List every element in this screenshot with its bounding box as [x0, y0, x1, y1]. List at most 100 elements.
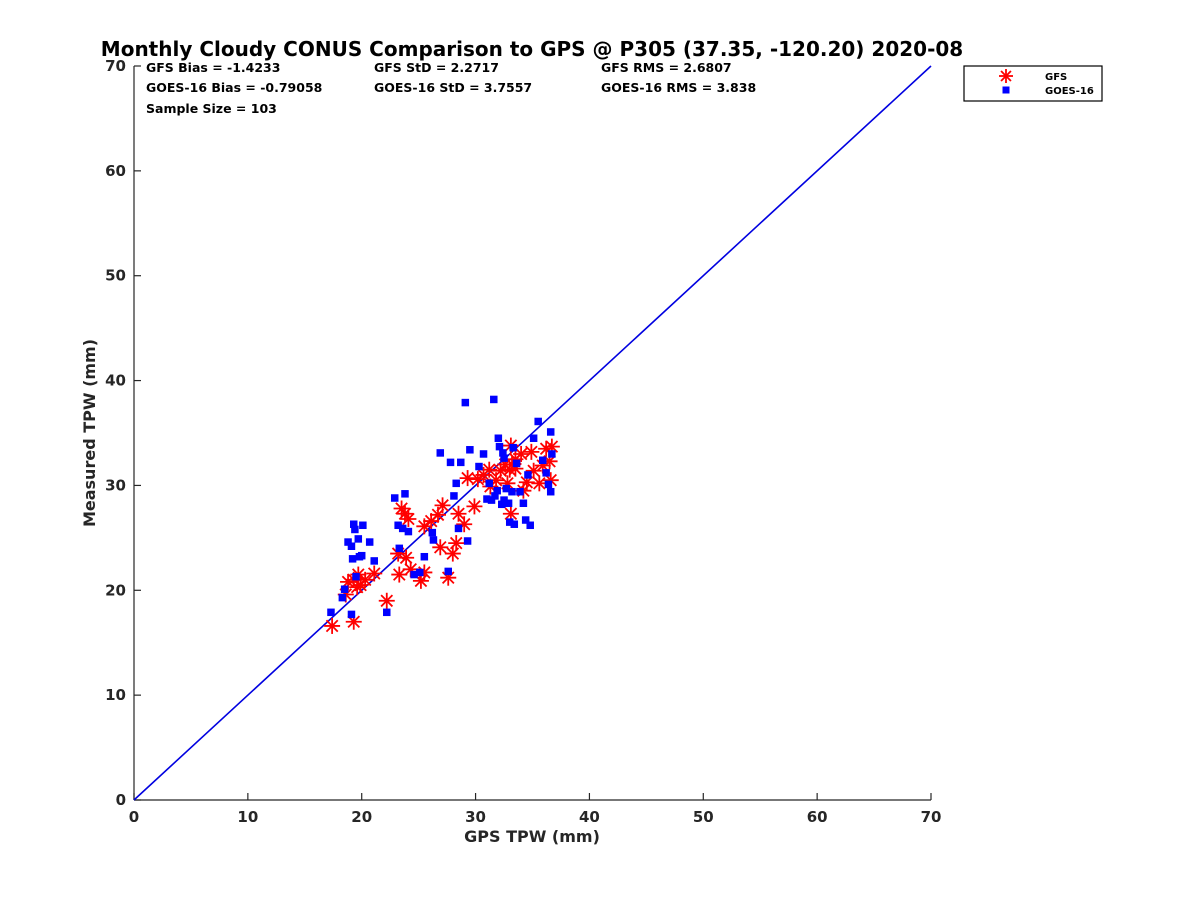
- goes16-point: [475, 462, 483, 471]
- goes16-point: [404, 527, 413, 536]
- goes16-point: [512, 459, 521, 468]
- gfs-point: [513, 445, 530, 462]
- goes16-point: [352, 572, 360, 581]
- goes16-point: [347, 542, 356, 550]
- gfs-point: [400, 510, 417, 527]
- goes16-point: [354, 535, 363, 543]
- goes16-point: [546, 428, 555, 436]
- goes16-point: [349, 520, 358, 528]
- gfs-point: [444, 545, 461, 562]
- gfs-point: [324, 617, 341, 634]
- goes16-point: [395, 544, 404, 553]
- gfs-point: [466, 498, 483, 515]
- goes16-point: [394, 521, 402, 530]
- goes16-point: [490, 395, 498, 404]
- goes16-point: [446, 458, 455, 467]
- goes16-point: [487, 496, 496, 504]
- goes16-point: [370, 557, 378, 565]
- x-tick-label: 70: [921, 808, 942, 826]
- goes16-point: [509, 443, 517, 452]
- goes16-point: [491, 492, 499, 500]
- stat-text: GOES-16 RMS = 3.838: [601, 80, 756, 95]
- x-tick-label: 0: [129, 808, 139, 826]
- x-tick-label: 20: [351, 808, 372, 826]
- goes16-point: [479, 450, 488, 458]
- gfs-point: [523, 443, 540, 460]
- goes16-point: [461, 398, 470, 407]
- goes16-point: [457, 458, 465, 467]
- goes16-point: [327, 608, 335, 617]
- goes16-point: [483, 495, 491, 503]
- goes16-point: [401, 490, 409, 498]
- stat-text: GOES-16 StD = 3.7557: [374, 80, 532, 95]
- goes16-point: [499, 449, 507, 457]
- goes16-point: [544, 480, 553, 489]
- legend-box: [963, 65, 1103, 102]
- x-tick-label: 30: [465, 808, 486, 826]
- series-goes-16: [327, 395, 556, 619]
- y-axis-label: Measured TPW (mm): [80, 339, 99, 527]
- goes16-point: [493, 486, 501, 495]
- goes16-point: [494, 434, 503, 442]
- legend: GFS GOES-16: [963, 65, 1103, 102]
- goes16-point: [502, 484, 511, 493]
- goes16-point: [436, 449, 445, 457]
- goes16-point: [359, 521, 367, 530]
- goes16-point: [485, 479, 493, 488]
- goes16-point: [542, 469, 550, 477]
- gfs-point: [434, 497, 451, 514]
- y-tick-label: 50: [105, 267, 126, 285]
- legend-label: GOES-16: [1045, 86, 1094, 97]
- goes16-point: [398, 524, 407, 533]
- y-tick-label: 40: [105, 372, 126, 390]
- gfs-point: [357, 571, 374, 588]
- gfs-point: [349, 579, 366, 596]
- goes16-point: [340, 585, 349, 593]
- legend-goes16-marker: [1002, 86, 1010, 94]
- gfs-point: [366, 565, 383, 582]
- legend-label: GFS: [1045, 72, 1067, 83]
- y-tick-label: 60: [105, 162, 126, 180]
- goes16-point: [338, 593, 347, 602]
- x-tick-label: 40: [579, 808, 600, 826]
- goes16-point: [508, 487, 516, 496]
- goes16-point: [444, 567, 452, 576]
- goes16-point: [500, 454, 508, 462]
- goes16-point: [505, 518, 514, 526]
- gfs-point: [481, 461, 498, 478]
- legend-gfs-marker: [999, 69, 1013, 83]
- gfs-point: [378, 592, 395, 609]
- stat-text: GFS StD = 2.2717: [374, 60, 499, 75]
- goes16-point: [548, 450, 556, 458]
- y-tick-label: 0: [116, 791, 126, 809]
- x-tick-label: 60: [807, 808, 828, 826]
- gfs-point: [416, 564, 433, 581]
- chart-title: Monthly Cloudy CONUS Comparison to GPS @…: [101, 37, 963, 61]
- y-tick-label: 10: [105, 686, 126, 704]
- goes16-point: [348, 555, 357, 563]
- goes16-point: [420, 552, 429, 561]
- goes16-point: [534, 417, 542, 426]
- goes16-point: [463, 537, 472, 545]
- stat-text: GOES-16 Bias = -0.79058: [146, 80, 322, 95]
- goes16-point: [428, 528, 437, 537]
- gfs-point: [448, 535, 465, 552]
- stats-box: GFS Bias = -1.4233 GFS StD = 2.2717 GFS RM…: [146, 60, 756, 116]
- goes16-point: [450, 492, 458, 500]
- goes16-point: [498, 500, 506, 509]
- y-tick-label: 30: [105, 476, 126, 494]
- goes16-point: [519, 499, 528, 508]
- goes16-point: [383, 608, 391, 617]
- goes16-point: [510, 520, 519, 528]
- goes16-point: [410, 570, 418, 579]
- x-tick-label: 10: [237, 808, 258, 826]
- goes16-point: [516, 487, 524, 496]
- goes16-point: [357, 551, 366, 560]
- goes16-point: [390, 494, 399, 502]
- goes16-point: [521, 516, 530, 524]
- gfs-point: [432, 539, 449, 556]
- goes16-point: [466, 446, 474, 454]
- gfs-point: [423, 513, 440, 530]
- goes16-point: [452, 479, 460, 488]
- stat-text: Sample Size = 103: [146, 101, 277, 116]
